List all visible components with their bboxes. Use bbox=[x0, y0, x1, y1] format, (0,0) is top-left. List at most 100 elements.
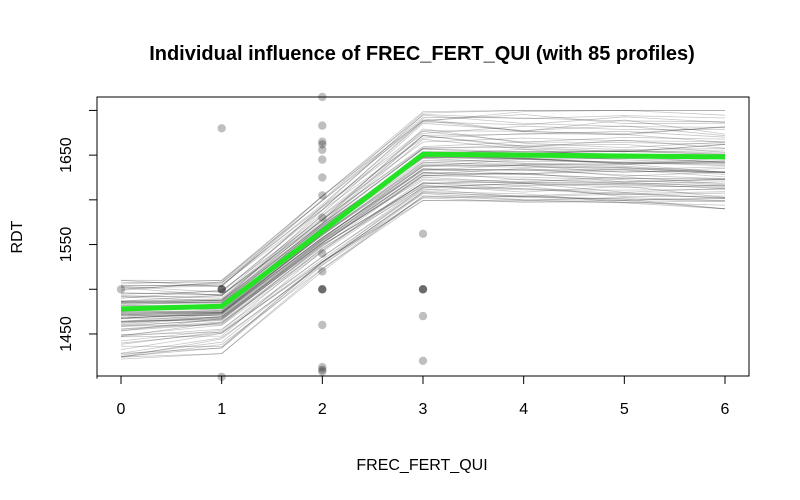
profile-line bbox=[120, 157, 726, 316]
profile-line bbox=[120, 168, 726, 323]
observation-point bbox=[318, 362, 327, 372]
observation-point bbox=[217, 285, 226, 294]
profile-line bbox=[120, 168, 726, 318]
profile-line bbox=[120, 171, 726, 323]
profile-line bbox=[120, 178, 726, 332]
profile-line bbox=[120, 182, 726, 342]
observation-point bbox=[217, 285, 226, 294]
profile-line bbox=[120, 118, 726, 287]
observation-point bbox=[318, 137, 327, 146]
profile-line bbox=[120, 113, 726, 290]
profile-line bbox=[120, 176, 726, 326]
observation-point bbox=[318, 320, 327, 330]
observation-point bbox=[116, 285, 126, 294]
profile-line bbox=[120, 179, 726, 337]
observation-point bbox=[217, 124, 226, 133]
profile-line bbox=[120, 167, 726, 324]
profile-line bbox=[120, 196, 726, 351]
profile-line bbox=[120, 197, 726, 354]
profile-line bbox=[120, 163, 726, 317]
observation-point bbox=[418, 285, 428, 294]
profile-line bbox=[120, 141, 726, 303]
profile-line bbox=[120, 184, 726, 336]
profile-line bbox=[120, 109, 726, 281]
profile-line bbox=[120, 130, 726, 299]
profile-line bbox=[120, 125, 726, 293]
profile-line bbox=[120, 182, 726, 338]
x-tick-label: 0 bbox=[117, 401, 126, 418]
mean-profile-line bbox=[120, 151, 726, 312]
observation-point bbox=[217, 285, 226, 294]
profile-line bbox=[120, 116, 726, 287]
x-axis: 0 1 2 3 4 5 6 bbox=[117, 375, 730, 418]
x-tick-label: 4 bbox=[519, 401, 528, 418]
y-tick-label: 1450 bbox=[58, 316, 75, 352]
x-tick-label: 6 bbox=[721, 401, 730, 418]
profile-line bbox=[120, 165, 726, 322]
profile-line bbox=[120, 158, 726, 315]
profile-line bbox=[120, 130, 726, 299]
observation-point bbox=[318, 249, 327, 258]
profile-line bbox=[120, 172, 726, 322]
profile-line bbox=[120, 170, 726, 319]
observation-point bbox=[418, 285, 428, 294]
profile-line bbox=[120, 176, 726, 327]
observation-point bbox=[318, 140, 327, 149]
profile-line bbox=[120, 135, 726, 296]
profile-line bbox=[120, 133, 726, 302]
profile-line bbox=[120, 122, 726, 298]
profile-line bbox=[120, 185, 726, 327]
profile-line bbox=[120, 191, 726, 358]
observation-point bbox=[318, 267, 327, 276]
y-axis: 1450 1550 1650 bbox=[58, 109, 98, 379]
profile-line bbox=[120, 110, 725, 288]
profile-line bbox=[120, 148, 726, 302]
y-tick-label: 1650 bbox=[58, 137, 75, 173]
profile-line bbox=[120, 164, 726, 319]
profile-line bbox=[120, 181, 726, 330]
observation-point bbox=[318, 121, 327, 130]
profile-line bbox=[120, 137, 726, 302]
profile-line bbox=[120, 114, 726, 291]
x-tick-label: 5 bbox=[620, 401, 629, 418]
profile-line bbox=[120, 134, 726, 302]
points-layer bbox=[116, 92, 428, 382]
profile-line bbox=[120, 169, 726, 319]
profile-line bbox=[120, 160, 726, 313]
profile-line bbox=[120, 195, 726, 358]
profile-line bbox=[120, 195, 726, 360]
profile-line bbox=[120, 138, 726, 304]
profile-line bbox=[120, 181, 726, 331]
profile-line bbox=[120, 172, 726, 323]
observation-point bbox=[318, 367, 327, 376]
observation-point bbox=[318, 173, 327, 182]
profile-line bbox=[120, 193, 726, 354]
y-tick-label: 1550 bbox=[58, 227, 75, 263]
observation-point bbox=[318, 285, 327, 294]
profiles-layer bbox=[120, 109, 726, 360]
observation-point bbox=[318, 365, 327, 374]
profile-line bbox=[120, 191, 726, 348]
profile-line bbox=[120, 157, 726, 313]
profile-line bbox=[120, 192, 726, 356]
profile-line bbox=[120, 196, 726, 358]
profile-line bbox=[120, 157, 726, 314]
profile-line bbox=[120, 183, 726, 337]
x-tick-label: 3 bbox=[419, 401, 428, 418]
profile-line bbox=[120, 120, 726, 295]
observation-point bbox=[318, 191, 327, 200]
chart-title: Individual influence of FREC_FERT_QUI (w… bbox=[149, 43, 695, 65]
observation-point bbox=[418, 229, 428, 238]
profile-line bbox=[120, 128, 726, 295]
y-axis-label: RDT bbox=[9, 220, 26, 253]
profile-line bbox=[120, 200, 726, 357]
profile-line bbox=[120, 187, 726, 335]
profile-line bbox=[120, 164, 726, 317]
x-axis-label: FREC_FERT_QUI bbox=[356, 457, 487, 474]
observation-point bbox=[318, 213, 327, 222]
mean-layer bbox=[120, 151, 726, 312]
profile-line bbox=[120, 114, 726, 289]
profile-line bbox=[120, 163, 726, 319]
